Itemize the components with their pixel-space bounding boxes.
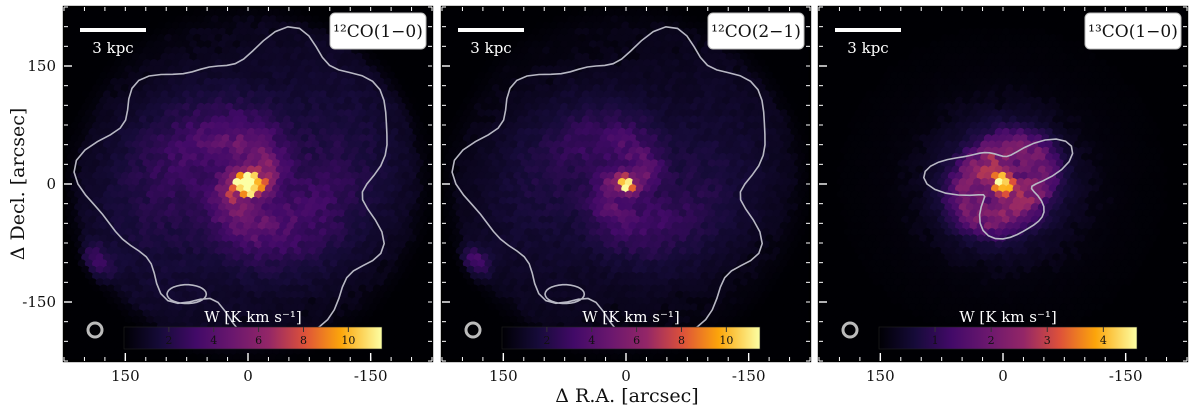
colorbar-tick-label: 10 xyxy=(341,334,355,347)
colorbar-tick-label: 10 xyxy=(719,334,733,347)
colorbar-tick-label: 2 xyxy=(988,334,995,347)
x-tick-label: 0 xyxy=(243,367,253,385)
panel-2: 150 0 -150 3 kpc ¹²CO(2−1) 2 4 6 8 10 W [K km s⁻¹] xyxy=(440,5,812,385)
y-tick-label: 150 xyxy=(27,57,56,75)
panel-3: 150 0 -150 3 kpc ¹³CO(1−0) 1 2 3 4 W [K km s⁻¹] xyxy=(817,5,1189,385)
scale-bar-label: 3 kpc xyxy=(470,39,511,57)
beam-icon xyxy=(86,321,104,339)
x-tick-label: 150 xyxy=(111,367,140,385)
x-tick-label: -150 xyxy=(354,367,388,385)
colorbar-tick-label: 3 xyxy=(1044,334,1051,347)
x-tick-label: 0 xyxy=(621,367,631,385)
colorbar-tick-label: 4 xyxy=(588,334,595,347)
y-tick-label: 0 xyxy=(46,175,56,193)
frame-ticks xyxy=(818,6,1188,362)
line-label-box xyxy=(1084,12,1182,50)
x-tick-label: 150 xyxy=(489,367,518,385)
line-label-box xyxy=(707,12,805,50)
colorbar-gradient xyxy=(123,326,383,350)
colorbar-tick-label: 4 xyxy=(210,334,217,347)
colorbar: 1 2 3 4 W [K km s⁻¹] xyxy=(878,308,1138,350)
colorbar: 2 4 6 8 10 W [K km s⁻¹] xyxy=(501,308,761,350)
colorbar-label: W [K km s⁻¹] xyxy=(582,308,680,326)
contour xyxy=(451,25,766,348)
intensity-contour xyxy=(73,25,388,348)
colorbar-tick-label: 6 xyxy=(633,334,640,347)
intensity-map xyxy=(64,7,432,361)
colorbar-tick-label: 4 xyxy=(1100,334,1107,347)
line-label: ¹²CO(1−0) xyxy=(333,22,423,42)
colorbar-tick-label: 8 xyxy=(678,334,685,347)
scale-bar-label: 3 kpc xyxy=(847,39,888,57)
contour xyxy=(73,25,388,348)
x-tick-label: -150 xyxy=(1109,367,1143,385)
colorbar-tick-label: 2 xyxy=(543,334,550,347)
colorbar: 2 4 6 8 10 W [K km s⁻¹] xyxy=(123,308,383,350)
x-axis-label: Δ R.A. [arcsec] xyxy=(555,385,698,407)
colorbar-gradient xyxy=(501,326,761,350)
beam-icon xyxy=(841,321,859,339)
intensity-contour xyxy=(451,25,766,348)
scale-bar xyxy=(80,28,146,32)
colorbar-tick-label: 6 xyxy=(255,334,262,347)
beam-icon xyxy=(464,321,482,339)
panel-1: 150 0 -150 150 0 -150 3 kpc ¹²CO(1−0) 2 4 6 8 10 W [K… xyxy=(22,5,434,385)
colorbar-label: W [K km s⁻¹] xyxy=(204,308,302,326)
x-tick-label: -150 xyxy=(732,367,766,385)
y-axis-label: Δ Decl. [arcsec] xyxy=(7,108,29,261)
colorbar-tick-label: 2 xyxy=(165,334,172,347)
x-tick-label: 150 xyxy=(866,367,895,385)
colorbar-label: W [K km s⁻¹] xyxy=(959,308,1057,326)
scale-bar xyxy=(458,28,524,32)
x-tick-label: 0 xyxy=(998,367,1008,385)
intensity-contour xyxy=(922,138,1074,240)
line-label: ¹³CO(1−0) xyxy=(1088,22,1178,42)
line-label-box xyxy=(329,12,427,50)
contour xyxy=(922,138,1074,240)
colorbar-tick-label: 8 xyxy=(300,334,307,347)
line-label: ¹²CO(2−1) xyxy=(711,22,801,42)
colorbar-gradient xyxy=(878,326,1138,350)
colorbar-tick-label: 1 xyxy=(932,334,939,347)
y-tick-label: -150 xyxy=(22,293,56,311)
scale-bar-label: 3 kpc xyxy=(92,39,133,57)
scale-bar xyxy=(835,28,901,32)
